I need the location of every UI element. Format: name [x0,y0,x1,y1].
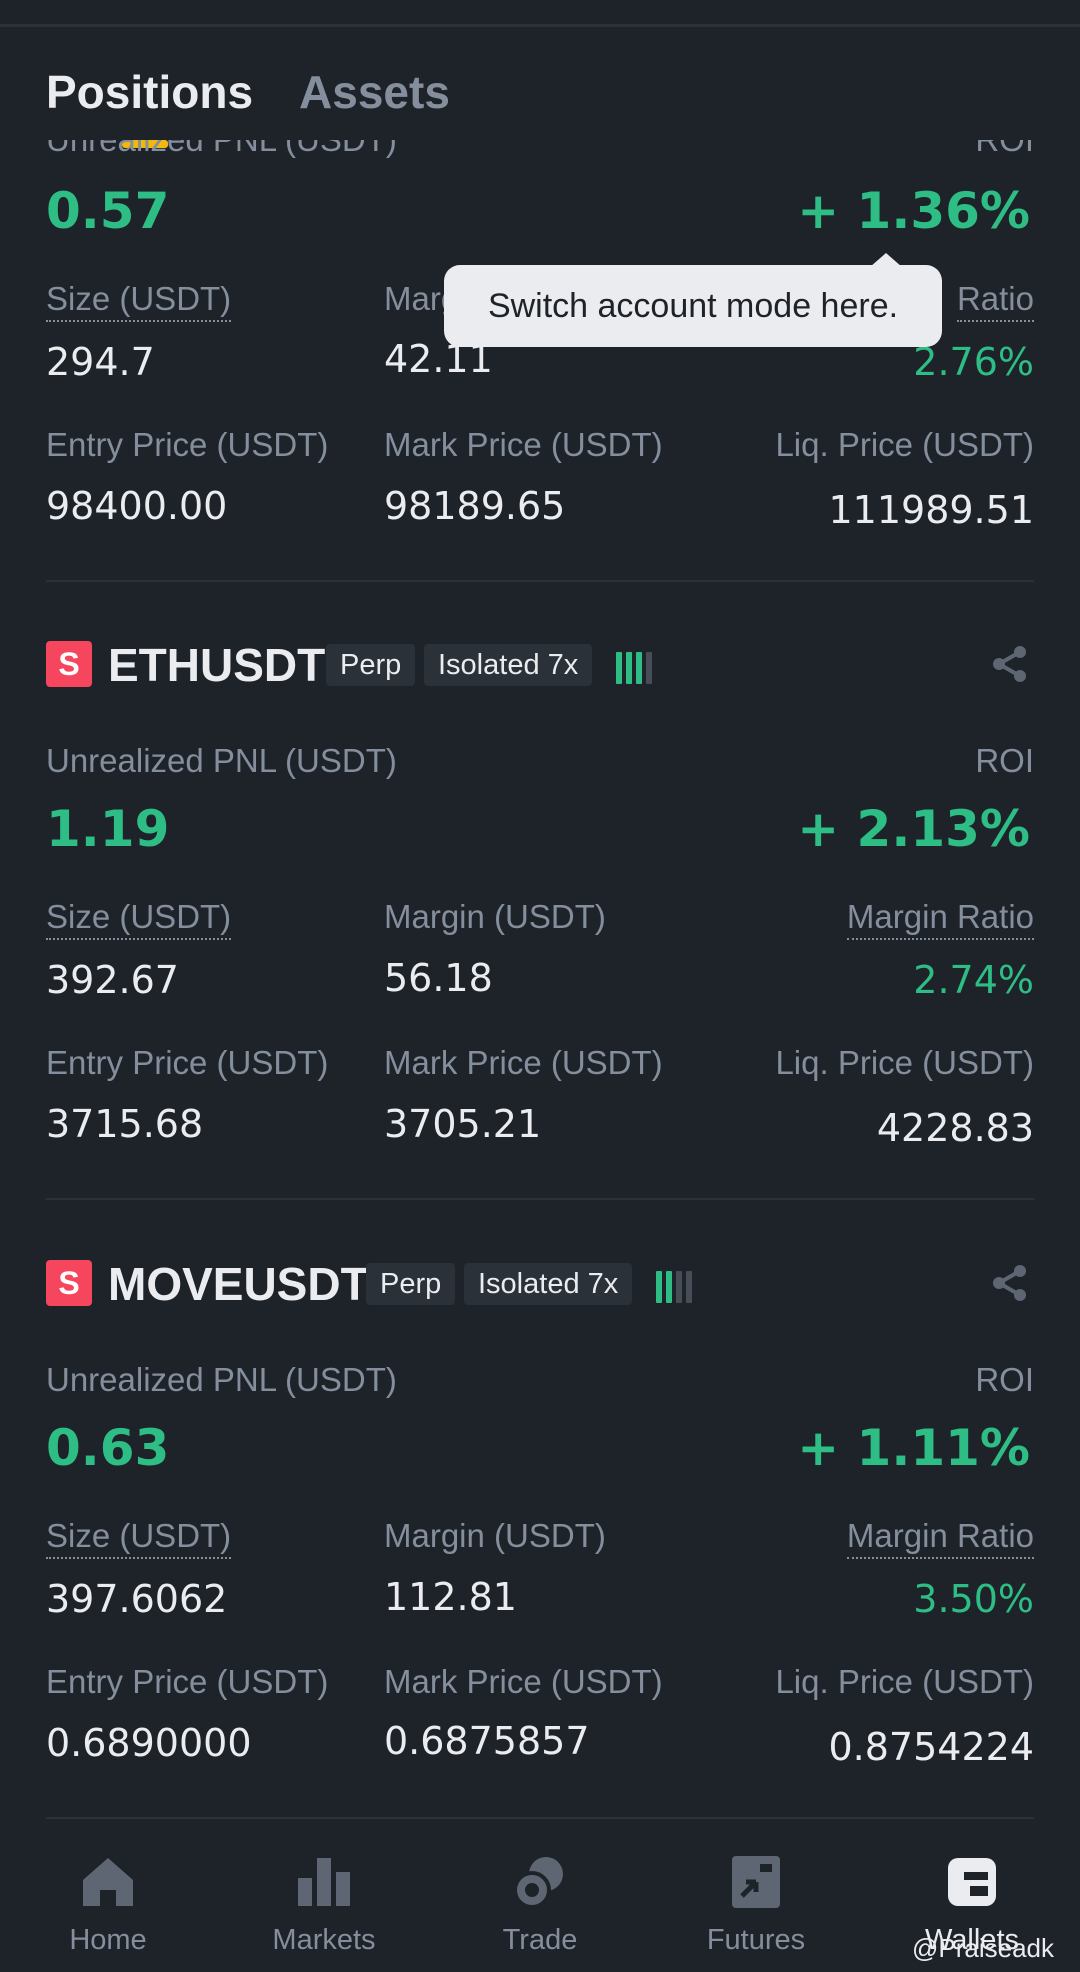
risk-bar [676,1271,682,1303]
mark-price-value: 98189.65 [384,484,566,528]
nav-home[interactable]: Home [0,1830,216,1972]
roi-label: ROI [975,1361,1034,1398]
liq-price-value: 111989.51 [828,488,1035,532]
margin-ratio-label[interactable]: Margin Ratio [846,898,1034,940]
nav-label: Trade [502,1924,578,1956]
roi-label: ROI [975,742,1034,779]
short-side-badge: S [46,1260,92,1306]
liq-price-label: Liq. Price (USDT) [775,1663,1034,1700]
size-label[interactable]: Size (USDT) [46,280,232,322]
share-icon[interactable] [990,1263,1030,1303]
liq-price-value: 0.8754224 [828,1725,1035,1769]
short-side-badge: S [46,641,92,687]
risk-level-indicator [616,648,652,684]
roi-value: + 1.36% [797,182,1030,240]
margin-ratio-value: 2.76% [913,340,1034,384]
liq-price-label: Liq. Price (USDT) [775,426,1034,463]
futures-icon [732,1856,780,1908]
size-value: 392.67 [46,958,179,1002]
size-label[interactable]: Size (USDT) [46,1517,232,1559]
risk-bar [666,1271,672,1303]
risk-bar [686,1271,692,1303]
unrealized-pnl-label: Unrealized PNL (USDT) [46,140,397,159]
size-value: 294.7 [46,340,155,384]
margin-value: 56.18 [384,956,493,1000]
watermark: @Praiseadk [912,1933,1055,1963]
roi-value: + 1.11% [797,1419,1030,1477]
tab-positions-label: Positions [46,66,254,118]
nav-label: Futures [706,1924,806,1956]
tab-assets[interactable]: Assets [299,62,450,152]
share-icon[interactable] [990,644,1030,684]
nav-label: Markets [272,1924,376,1956]
risk-level-indicator [656,1267,692,1303]
nav-label: Home [69,1924,147,1956]
mark-price-value: 3705.21 [384,1102,542,1146]
margin-label: Margin (USDT) [384,1517,606,1554]
positions-list[interactable]: Unrealized PNL (USDT) ROI 0.57 + 1.36% S… [0,140,1080,1830]
risk-bar [616,652,622,684]
margin-ratio-label[interactable]: Margin Ratio [846,1517,1034,1559]
mark-price-label: Mark Price (USDT) [384,1663,663,1700]
top-divider [0,24,1080,27]
margin-value: 112.81 [384,1575,517,1619]
account-mode-tooltip[interactable]: Switch account mode here. [444,265,942,347]
entry-price-value: 3715.68 [46,1102,204,1146]
card-divider [46,1817,1034,1819]
margin-label: Margin (USDT) [384,898,606,935]
symbol-name[interactable]: ETHUSDT [108,639,326,691]
entry-price-label: Entry Price (USDT) [46,426,329,463]
contract-type-chip: Perp [366,1263,456,1305]
entry-price-value: 0.6890000 [46,1721,252,1765]
unrealized-pnl-label: Unrealized PNL (USDT) [46,742,397,779]
margin-mode-chip[interactable]: Isolated 7x [464,1263,633,1305]
liq-price-label: Liq. Price (USDT) [775,1044,1034,1081]
tooltip-arrow [870,253,902,267]
roi-label: ROI [975,140,1034,159]
risk-bar [656,1271,662,1303]
margin-mode-chip[interactable]: Isolated 7x [424,644,593,686]
nav-markets[interactable]: Markets [216,1830,432,1972]
symbol-name[interactable]: MOVEUSDT [108,1258,369,1310]
tab-positions[interactable]: Positions [46,62,253,152]
unrealized-pnl-label: Unrealized PNL (USDT) [46,1361,397,1398]
bar-chart-icon [298,1858,350,1906]
liq-price-value: 4228.83 [876,1106,1034,1150]
unrealized-pnl-value: 0.57 [46,182,170,240]
card-divider [46,1198,1034,1200]
nav-label: Wallets [925,1924,1019,1956]
margin-ratio-value: 2.74% [913,958,1034,1002]
nav-trade[interactable]: Trade [432,1830,648,1972]
unrealized-pnl-value: 0.63 [46,1419,170,1477]
contract-type-chip: Perp [326,644,416,686]
mark-price-label: Mark Price (USDT) [384,1044,663,1081]
active-tab-indicator [122,140,168,148]
entry-price-value: 98400.00 [46,484,228,528]
tab-assets-label: Assets [299,66,450,118]
nav-wallets[interactable]: Wallets [864,1830,1080,1972]
tooltip-text: Switch account mode here. [487,286,899,325]
trade-icon [513,1857,563,1909]
home-icon [83,1858,133,1906]
risk-bar [626,652,632,684]
tab-bar: Positions Assets [46,62,450,152]
entry-price-label: Entry Price (USDT) [46,1044,329,1081]
size-value: 397.6062 [46,1577,228,1621]
mark-price-label: Mark Price (USDT) [384,426,663,463]
card-divider [46,580,1034,582]
mark-price-value: 0.6875857 [384,1719,590,1763]
risk-bar [636,652,642,684]
unrealized-pnl-value: 1.19 [46,800,170,858]
margin-ratio-label[interactable]: Ratio [956,280,1034,322]
margin-ratio-value: 3.50% [913,1577,1034,1621]
entry-price-label: Entry Price (USDT) [46,1663,329,1700]
wallet-icon [948,1858,996,1906]
roi-value: + 2.13% [797,800,1030,858]
risk-bar [646,652,652,684]
nav-futures[interactable]: Futures [648,1830,864,1972]
size-label[interactable]: Size (USDT) [46,898,232,940]
bottom-navigation: Home Markets Trade Futures Wallets [0,1830,1080,1972]
